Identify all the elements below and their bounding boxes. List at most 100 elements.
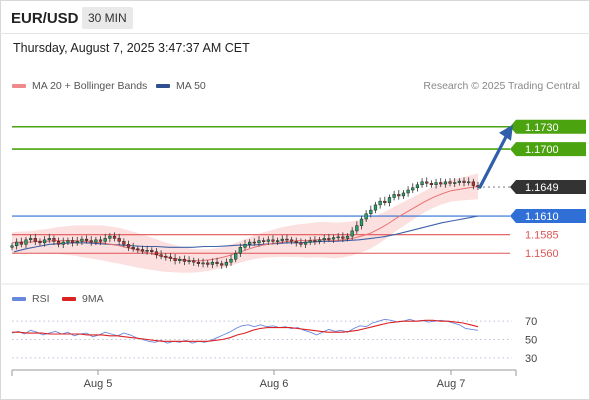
candle-body [471,181,475,186]
projection-arrow-shaft [478,135,508,189]
level-tag-1 [510,142,586,157]
candle-body [275,240,280,242]
candle-body [411,187,415,191]
legend-rsi-ma: 9MA [62,293,104,305]
candle-body [182,258,187,262]
header-divider [0,33,590,34]
candle-body [150,250,154,253]
candle-body [392,194,396,198]
candle-body [467,181,471,184]
candle-body [425,181,429,184]
candle-body [154,251,159,255]
candle-body [406,189,410,194]
candle-body [131,247,135,250]
candle-body [313,240,317,242]
candle-body [15,241,19,247]
candle-body [220,263,224,266]
rsi-ma-swatch [62,297,76,301]
candle-body [38,241,42,244]
candle-body [322,238,326,241]
candle-body [266,239,270,242]
x-tick-label-2: Aug 7 [437,378,466,390]
candle-body [80,238,84,242]
rsi-ma-line [12,319,479,342]
candle-body [439,182,443,185]
candle-body [187,260,191,262]
candle-body [47,238,51,241]
projection-arrow-head [499,124,513,141]
candle-body [234,252,238,260]
candle-body [103,238,107,242]
candle-body [429,183,434,186]
rsi-tick-30: 30 [525,353,537,365]
level-tag-2 [510,180,586,195]
candle-body [289,239,294,242]
candle-body [206,262,210,265]
candle-body [280,238,284,241]
candle-body [341,236,345,239]
candle-body [192,260,196,263]
candle-body [336,236,340,239]
candle-body [257,240,261,244]
level-label-5: 1.1560 [525,248,559,260]
rsi-tick-50: 50 [525,335,537,347]
candles-group [10,177,480,269]
candle-body [401,192,406,197]
candle-body [61,241,65,245]
level-label-3: 1.1610 [525,211,559,223]
candle-body [238,247,242,254]
candle-body [359,218,364,226]
candle-body [215,261,219,264]
timeframe-badge[interactable]: 30 MIN [82,7,133,29]
candle-body [331,237,336,240]
candle-body [94,239,98,243]
candle-body [303,241,308,245]
candle-body [252,241,256,244]
candle-body [453,182,457,184]
candle-body [369,209,373,215]
legend-rsi-ma-label: 9MA [82,293,104,305]
level-tag-3 [510,209,586,224]
candle-body [201,262,205,265]
candle-body [122,241,126,245]
ma50-swatch [156,84,170,88]
rsi-swatch [12,297,26,301]
candle-body [70,240,75,244]
candle-body [443,181,448,185]
candle-body [24,239,28,245]
candle-body [317,239,322,242]
candle-body [271,239,275,242]
candle-body [168,256,173,259]
legend-ma20-bb: MA 20 + Bollinger Bands [12,80,147,92]
x-tick-label-0: Aug 5 [84,378,113,390]
legend-rsi-label: RSI [32,293,50,305]
candle-body [378,200,382,206]
candle-body [210,261,215,265]
candle-body [415,184,420,189]
candle-body [308,240,312,243]
symbol-title: EUR/USD [11,10,79,27]
candle-body [299,242,303,245]
candle-body [224,261,228,266]
candle-body [178,258,182,261]
ma20-swatch [12,84,26,88]
level-label-1: 1.1700 [525,144,559,156]
candle-body [117,238,121,242]
legend-ma20-label: MA 20 + Bollinger Bands [32,80,148,92]
candle-body [19,241,23,245]
level-label-0: 1.1730 [525,122,559,134]
candle-body [355,225,359,232]
candle-body [29,238,33,241]
candle-body [350,230,354,237]
candle-body [448,181,452,184]
candle-body [345,235,350,239]
candle-body [145,250,149,252]
candle-body [327,238,331,240]
candle-body [56,241,61,245]
candle-body [462,180,466,183]
candle-body [364,213,368,220]
candle-body [457,180,461,183]
candle-body [89,240,93,243]
candle-body [196,261,201,264]
